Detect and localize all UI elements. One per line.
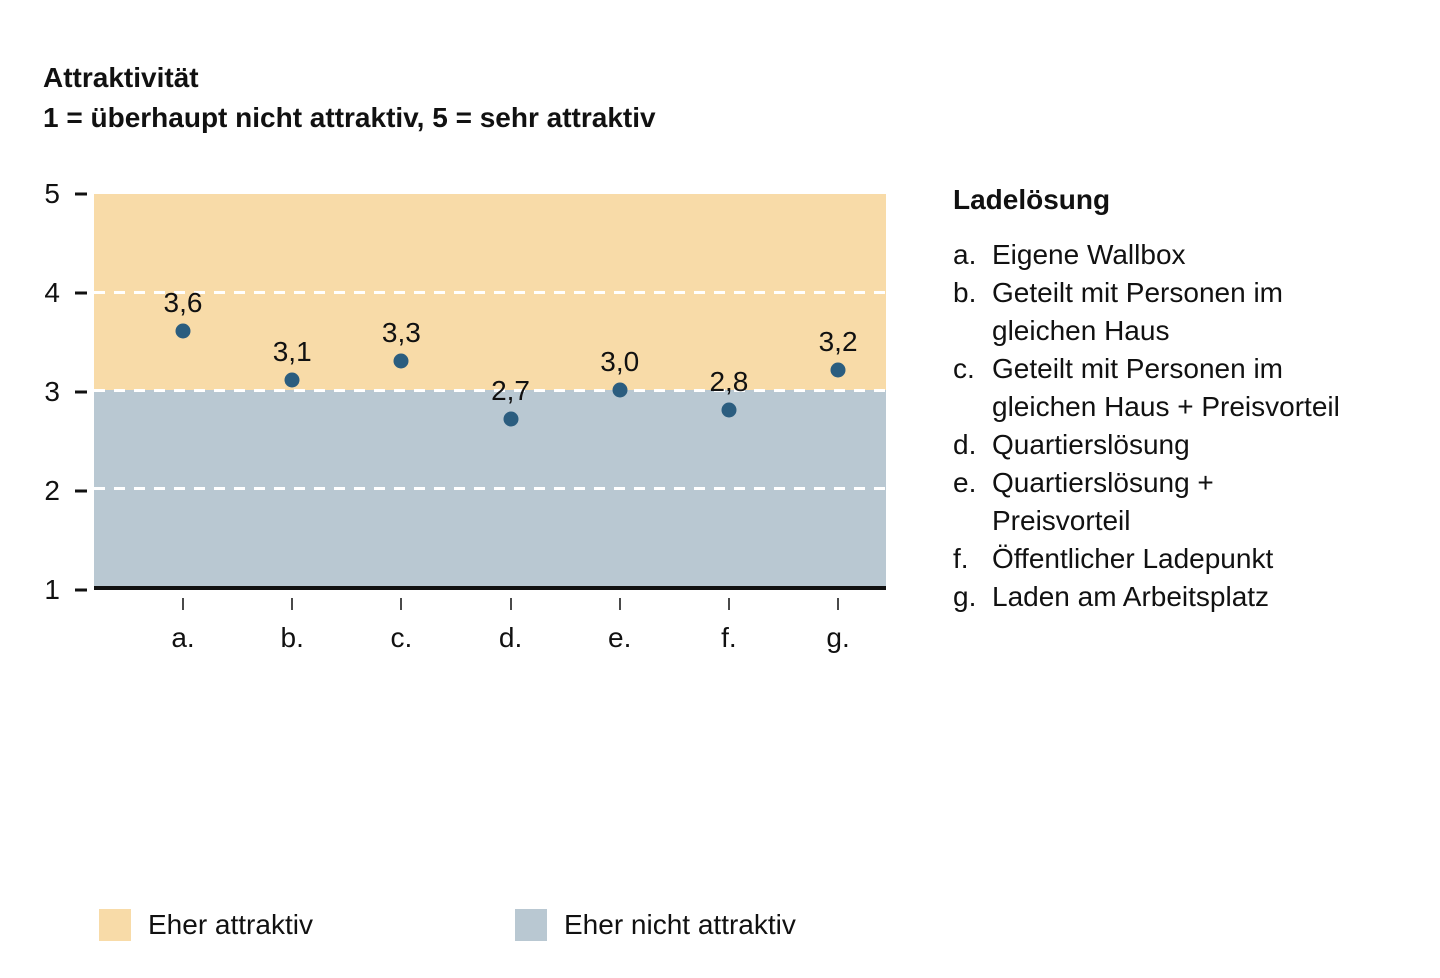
y-tick-label-4: 4 [44, 277, 60, 308]
gridline-3 [94, 389, 886, 392]
legend-item-label: Laden am Arbeitsplatz [992, 581, 1270, 612]
x-tick-label-e: e. [608, 622, 632, 653]
y-tick-mark-3 [75, 390, 87, 394]
data-point-label-c: 3,3 [381, 316, 421, 348]
gridline-4 [94, 291, 886, 294]
gridline-2 [94, 487, 886, 490]
legend-item-label: Geteilt mit Personen im gleichen Haus + … [992, 353, 1340, 422]
legend-item-b: b. Geteilt mit Personen im gleichen Haus [953, 274, 1353, 350]
legend-item-marker: a. [953, 239, 977, 270]
legend-item-marker: g. [953, 581, 977, 612]
x-tick-label-g: g. [826, 622, 850, 653]
legend-item-marker: f. [953, 543, 969, 574]
y-tick-label-1: 1 [44, 574, 60, 605]
legend-swatch-label: Eher nicht attraktiv [564, 909, 796, 940]
legend-item-label: Geteilt mit Personen im gleichen Haus [992, 277, 1283, 346]
data-point-g [830, 362, 846, 378]
legend-item-marker: b. [953, 277, 977, 308]
legend-swatch-label: Eher attraktiv [148, 909, 313, 940]
legend-item-c: c. Geteilt mit Personen im gleichen Haus … [953, 350, 1353, 426]
legend-items: a. Eigene Wallbox b. Geteilt mit Personen i… [953, 236, 1353, 616]
data-point-e [612, 382, 628, 398]
legend-item-label: Eigene Wallbox [992, 239, 1186, 270]
x-tick-mark-b [291, 598, 294, 610]
chart-title-line2: 1 = überhaupt nicht attraktiv, 5 = sehr … [43, 102, 656, 133]
y-tick-label-3: 3 [44, 376, 60, 407]
bottom-legend-item-1: Eher attraktiv [99, 909, 313, 941]
data-point-label-f: 2,8 [709, 365, 749, 397]
legend-title: Ladelösung [953, 184, 1111, 215]
y-axis: 5 4 3 2 1 [0, 180, 94, 604]
x-tick-label-c: c. [390, 622, 413, 653]
y-tick-mark-2 [75, 489, 87, 493]
legend-item-g: g. Laden am Arbeitsplatz [953, 578, 1353, 616]
data-point-label-e: 3,0 [600, 346, 640, 377]
y-tick-mark-4 [75, 291, 87, 295]
x-tick-label-a: a. [171, 622, 195, 653]
y-tick-mark-5 [75, 192, 87, 196]
y-tick-mark-1 [75, 588, 87, 592]
x-tick-mark-e [618, 598, 621, 610]
y-tick-label-2: 2 [44, 475, 60, 506]
x-tick-mark-a [182, 598, 185, 610]
plot-area: 3,6 3,1 3,3 2,7 3,0 2,8 3,2 [94, 194, 886, 590]
data-point-label-a: 3,6 [163, 287, 203, 319]
x-axis: a. b. c. d. e. f. g. [94, 598, 886, 658]
x-tick-mark-d [509, 598, 512, 610]
x-tick-label-b: b. [280, 622, 304, 653]
bottom-legend-item-2: Eher nicht attraktiv [515, 909, 796, 941]
legend-item-marker: e. [953, 467, 977, 498]
x-tick-mark-f [727, 598, 730, 610]
legend-item-d: d. Quartierslösung [953, 426, 1353, 464]
legend-item-f: f. Öffentlicher Ladepunkt [953, 540, 1353, 578]
y-tick-label-5: 5 [44, 178, 60, 209]
x-tick-label-f: f. [721, 622, 737, 653]
data-point-b [284, 372, 300, 388]
legend-swatch [515, 909, 547, 941]
legend-item-label: Quartierslösung [992, 429, 1190, 460]
data-point-a [175, 323, 191, 339]
x-tick-label-d: d. [498, 622, 523, 653]
legend-item-label: Öffentlicher Ladepunkt [992, 543, 1274, 574]
x-tick-mark-g [837, 598, 840, 610]
data-point-d [503, 411, 519, 427]
solutions-legend: Ladelösung a. Eigene Wallbox b. Geteilt mit… [953, 186, 1353, 616]
legend-item-label: Quartierslösung + Preisvorteil [992, 467, 1214, 536]
data-point-f [721, 402, 737, 418]
legend-item-marker: c. [953, 353, 975, 384]
chart-title-line1: Attraktivität [43, 62, 199, 93]
data-point-label-g: 3,2 [818, 326, 858, 358]
legend-item-a: a. Eigene Wallbox [953, 236, 1353, 274]
legend-swatch [99, 909, 131, 941]
legend-item-marker: d. [953, 429, 977, 460]
data-point-label-d: 2,7 [491, 375, 531, 407]
x-tick-mark-c [400, 598, 403, 610]
data-point-label-b: 3,1 [272, 336, 312, 368]
data-point-c [393, 353, 409, 369]
chart-title: Attraktivität 1 = überhaupt nicht attrak… [43, 58, 656, 138]
legend-item-e: e. Quartierslösung + Preisvorteil [953, 464, 1353, 540]
